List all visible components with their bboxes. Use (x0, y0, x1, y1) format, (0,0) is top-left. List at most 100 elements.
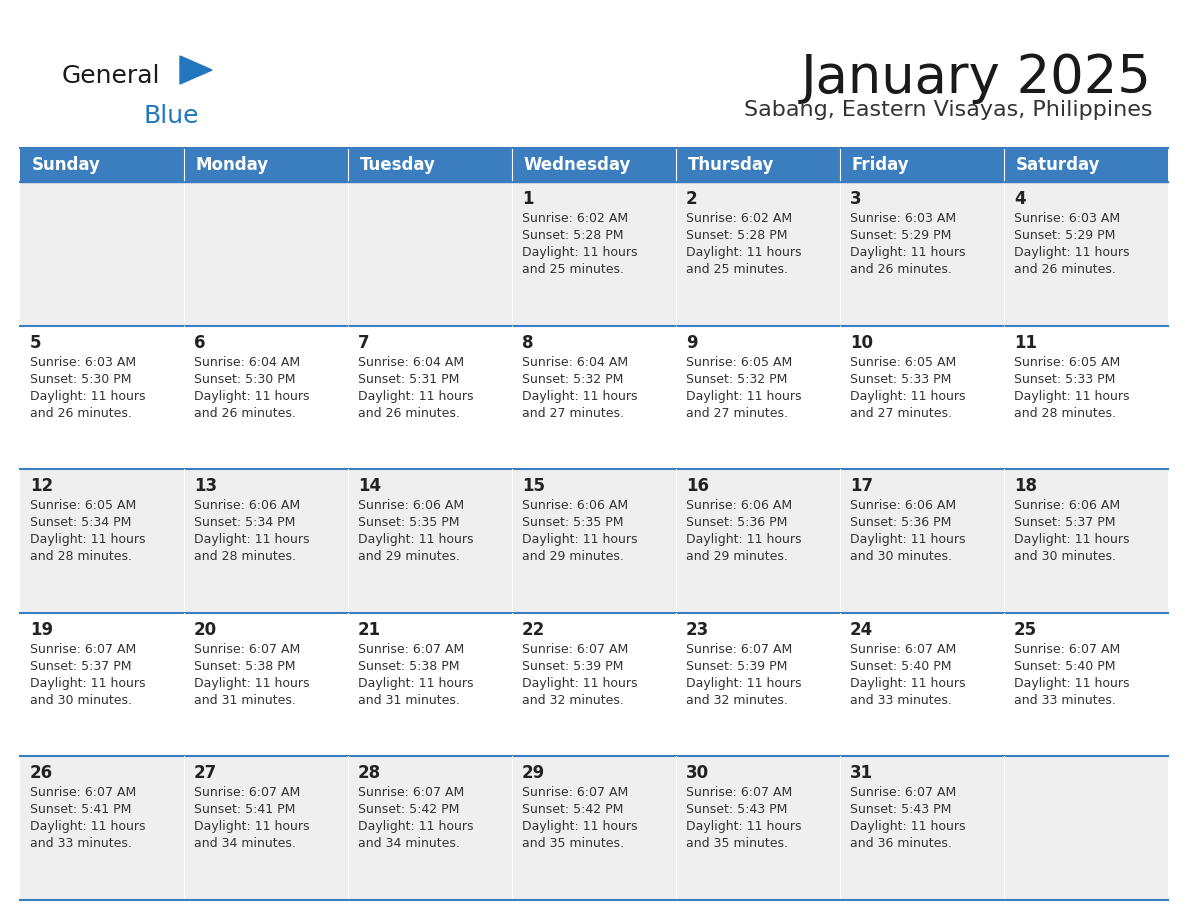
Text: Daylight: 11 hours: Daylight: 11 hours (30, 821, 145, 834)
Text: Sunrise: 6:06 AM: Sunrise: 6:06 AM (1013, 499, 1120, 512)
Text: and 25 minutes.: and 25 minutes. (685, 263, 788, 276)
Text: 23: 23 (685, 621, 709, 639)
Text: Sunrise: 6:05 AM: Sunrise: 6:05 AM (685, 355, 792, 369)
Text: Sunset: 5:36 PM: Sunset: 5:36 PM (849, 516, 952, 529)
Text: Daylight: 11 hours: Daylight: 11 hours (1013, 246, 1130, 259)
Text: 13: 13 (194, 477, 217, 495)
Text: Sunset: 5:36 PM: Sunset: 5:36 PM (685, 516, 788, 529)
Text: Daylight: 11 hours: Daylight: 11 hours (522, 389, 637, 403)
Text: 14: 14 (358, 477, 381, 495)
Text: Daylight: 11 hours: Daylight: 11 hours (685, 246, 802, 259)
Text: Sunrise: 6:04 AM: Sunrise: 6:04 AM (194, 355, 299, 369)
Text: Daylight: 11 hours: Daylight: 11 hours (194, 821, 309, 834)
Text: 28: 28 (358, 765, 381, 782)
Text: Sunrise: 6:06 AM: Sunrise: 6:06 AM (194, 499, 299, 512)
Text: Sunset: 5:33 PM: Sunset: 5:33 PM (849, 373, 952, 386)
Text: and 27 minutes.: and 27 minutes. (522, 407, 624, 420)
Text: Sunrise: 6:07 AM: Sunrise: 6:07 AM (849, 643, 956, 655)
Text: and 27 minutes.: and 27 minutes. (849, 407, 952, 420)
Bar (676, 148, 840, 182)
Text: 3: 3 (849, 190, 861, 208)
Text: Sunset: 5:42 PM: Sunset: 5:42 PM (358, 803, 460, 816)
Text: Sunrise: 6:07 AM: Sunrise: 6:07 AM (30, 643, 137, 655)
Text: and 26 minutes.: and 26 minutes. (194, 407, 296, 420)
Text: Sunrise: 6:07 AM: Sunrise: 6:07 AM (194, 643, 301, 655)
Text: Sunrise: 6:07 AM: Sunrise: 6:07 AM (194, 787, 301, 800)
Text: and 33 minutes.: and 33 minutes. (1013, 694, 1116, 707)
Text: Sunrise: 6:03 AM: Sunrise: 6:03 AM (30, 355, 135, 369)
Text: Daylight: 11 hours: Daylight: 11 hours (1013, 533, 1130, 546)
Text: Sunrise: 6:04 AM: Sunrise: 6:04 AM (358, 355, 465, 369)
Text: Wednesday: Wednesday (524, 156, 631, 174)
Text: Daylight: 11 hours: Daylight: 11 hours (30, 677, 145, 689)
Text: Sunset: 5:39 PM: Sunset: 5:39 PM (685, 660, 788, 673)
Text: and 28 minutes.: and 28 minutes. (1013, 407, 1116, 420)
Text: Daylight: 11 hours: Daylight: 11 hours (1013, 389, 1130, 403)
Text: Sunrise: 6:07 AM: Sunrise: 6:07 AM (358, 787, 465, 800)
Text: Daylight: 11 hours: Daylight: 11 hours (194, 389, 309, 403)
Text: Sunrise: 6:06 AM: Sunrise: 6:06 AM (358, 499, 465, 512)
Text: General: General (62, 64, 160, 88)
Text: Daylight: 11 hours: Daylight: 11 hours (849, 677, 966, 689)
Text: and 28 minutes.: and 28 minutes. (194, 550, 296, 564)
Text: Daylight: 11 hours: Daylight: 11 hours (194, 533, 309, 546)
Bar (512, 148, 676, 182)
Text: Sunset: 5:38 PM: Sunset: 5:38 PM (358, 660, 460, 673)
Text: Sunset: 5:34 PM: Sunset: 5:34 PM (194, 516, 295, 529)
Text: Sunset: 5:43 PM: Sunset: 5:43 PM (685, 803, 788, 816)
Text: Daylight: 11 hours: Daylight: 11 hours (30, 389, 145, 403)
Text: Sunset: 5:30 PM: Sunset: 5:30 PM (194, 373, 296, 386)
Text: 8: 8 (522, 333, 533, 352)
Text: Sunset: 5:37 PM: Sunset: 5:37 PM (1013, 516, 1116, 529)
Bar (840, 148, 1004, 182)
Bar (20, 182, 1168, 326)
Text: 17: 17 (849, 477, 873, 495)
Text: and 34 minutes.: and 34 minutes. (358, 837, 460, 850)
Text: Daylight: 11 hours: Daylight: 11 hours (522, 533, 637, 546)
Text: and 29 minutes.: and 29 minutes. (522, 550, 624, 564)
Text: 6: 6 (194, 333, 206, 352)
Text: Daylight: 11 hours: Daylight: 11 hours (849, 389, 966, 403)
Text: 31: 31 (849, 765, 873, 782)
Text: 26: 26 (30, 765, 53, 782)
Text: 12: 12 (30, 477, 53, 495)
Text: Sunset: 5:41 PM: Sunset: 5:41 PM (30, 803, 131, 816)
Text: 11: 11 (1013, 333, 1037, 352)
Text: 15: 15 (522, 477, 545, 495)
Text: 5: 5 (30, 333, 42, 352)
Text: Sunday: Sunday (31, 156, 100, 174)
Text: Monday: Monday (196, 156, 268, 174)
Text: Daylight: 11 hours: Daylight: 11 hours (358, 677, 473, 689)
Text: Blue: Blue (144, 104, 200, 128)
Bar (1004, 148, 1168, 182)
Text: Sunset: 5:32 PM: Sunset: 5:32 PM (685, 373, 788, 386)
Text: Daylight: 11 hours: Daylight: 11 hours (685, 389, 802, 403)
Text: Sunset: 5:34 PM: Sunset: 5:34 PM (30, 516, 131, 529)
Bar (20, 326, 1168, 469)
Text: Sunrise: 6:03 AM: Sunrise: 6:03 AM (1013, 212, 1120, 225)
Text: Sunset: 5:38 PM: Sunset: 5:38 PM (194, 660, 296, 673)
Text: Daylight: 11 hours: Daylight: 11 hours (1013, 677, 1130, 689)
Text: Daylight: 11 hours: Daylight: 11 hours (522, 821, 637, 834)
Text: 10: 10 (849, 333, 873, 352)
Text: and 33 minutes.: and 33 minutes. (849, 694, 952, 707)
Text: 4: 4 (1013, 190, 1025, 208)
Text: Sunrise: 6:07 AM: Sunrise: 6:07 AM (358, 643, 465, 655)
Text: Thursday: Thursday (688, 156, 773, 174)
Text: Sunrise: 6:07 AM: Sunrise: 6:07 AM (1013, 643, 1120, 655)
Text: Sunrise: 6:07 AM: Sunrise: 6:07 AM (522, 787, 628, 800)
Text: 1: 1 (522, 190, 533, 208)
Text: and 32 minutes.: and 32 minutes. (685, 694, 788, 707)
Text: Sunset: 5:35 PM: Sunset: 5:35 PM (358, 516, 460, 529)
Text: Sunset: 5:29 PM: Sunset: 5:29 PM (849, 229, 952, 242)
Text: Sabang, Eastern Visayas, Philippines: Sabang, Eastern Visayas, Philippines (744, 100, 1152, 120)
Text: Daylight: 11 hours: Daylight: 11 hours (358, 821, 473, 834)
Text: 19: 19 (30, 621, 53, 639)
Bar (20, 613, 1168, 756)
Text: 24: 24 (849, 621, 873, 639)
Text: 16: 16 (685, 477, 709, 495)
Text: Sunrise: 6:07 AM: Sunrise: 6:07 AM (685, 787, 792, 800)
Text: Daylight: 11 hours: Daylight: 11 hours (685, 677, 802, 689)
Text: January 2025: January 2025 (801, 52, 1152, 104)
Text: and 28 minutes.: and 28 minutes. (30, 550, 132, 564)
